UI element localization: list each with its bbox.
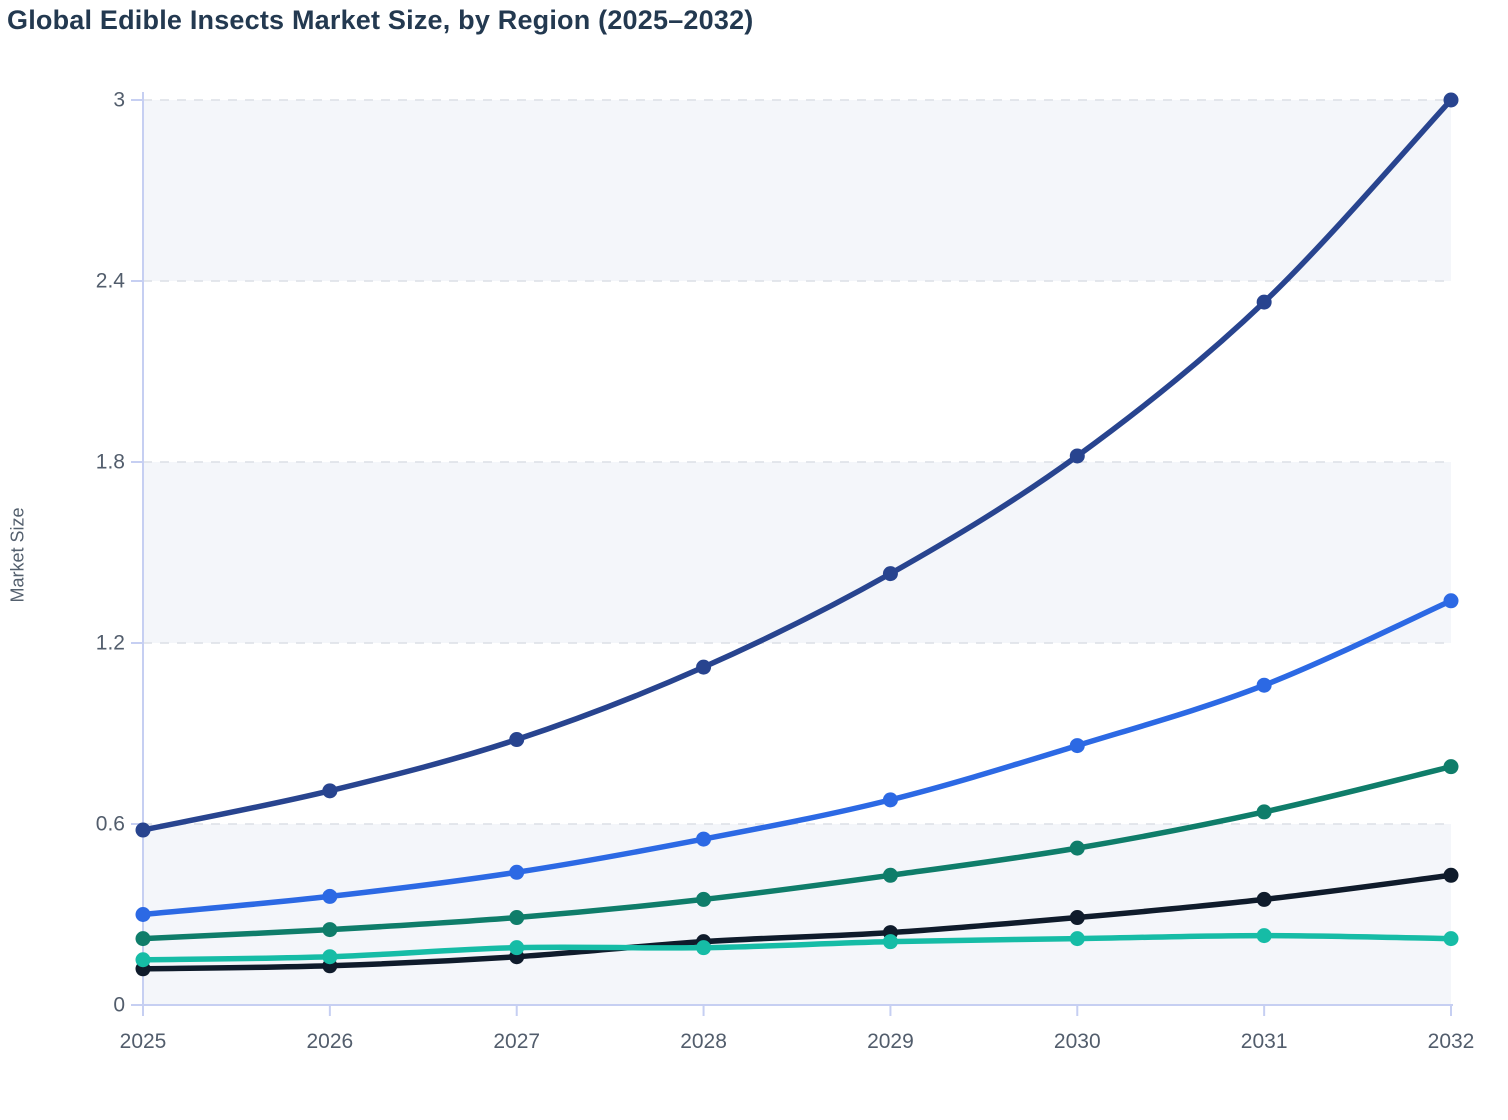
- data-point-turquoise-2031: [1256, 928, 1272, 944]
- data-point-teal-dark-2030: [1069, 840, 1085, 856]
- data-point-blue-2028: [696, 831, 712, 847]
- data-point-teal-dark-2028: [696, 891, 712, 907]
- x-tick-label: 2029: [867, 1030, 914, 1053]
- series-line-blue: [140, 598, 1454, 918]
- data-point-blue-2027: [509, 864, 525, 880]
- data-point-teal-dark-2025: [135, 931, 151, 947]
- series-line-teal-dark: [140, 763, 1454, 942]
- plot-band: [143, 824, 1451, 1005]
- data-point-navy-2025: [135, 822, 151, 838]
- x-tick-label: 2027: [493, 1030, 540, 1053]
- data-point-blue-2032: [1443, 593, 1459, 609]
- data-point-teal-dark-2032: [1443, 759, 1459, 775]
- data-point-navy-2031: [1256, 294, 1272, 310]
- x-tick-label: 2032: [1428, 1030, 1475, 1053]
- x-tick-label: 2028: [680, 1030, 727, 1053]
- data-point-teal-dark-2026: [322, 922, 338, 938]
- data-point-blue-2030: [1069, 738, 1085, 754]
- data-point-black-2031: [1256, 891, 1272, 907]
- data-point-blue-2029: [882, 792, 898, 808]
- data-point-blue-2026: [322, 888, 338, 904]
- data-point-teal-dark-2031: [1256, 804, 1272, 820]
- x-tick-label: 2025: [120, 1030, 167, 1053]
- x-tick-label: 2026: [306, 1030, 353, 1053]
- data-point-turquoise-2029: [882, 934, 898, 950]
- y-tick-label: 0.6: [96, 813, 125, 836]
- x-tick-label: 2030: [1054, 1030, 1101, 1053]
- data-point-navy-2027: [509, 732, 525, 748]
- data-point-turquoise-2026: [322, 949, 338, 965]
- data-point-navy-2030: [1069, 448, 1085, 464]
- y-tick-label: 3: [113, 89, 125, 112]
- y-tick-label: 1.2: [96, 632, 125, 655]
- data-point-turquoise-2030: [1069, 931, 1085, 947]
- data-point-blue-2031: [1256, 677, 1272, 693]
- data-point-navy-2026: [322, 783, 338, 799]
- data-point-turquoise-2027: [509, 940, 525, 956]
- series-line-turquoise: [140, 932, 1454, 963]
- series-line-black: [140, 872, 1454, 972]
- data-point-turquoise-2025: [135, 952, 151, 968]
- plot-band: [143, 100, 1451, 281]
- data-point-black-2032: [1443, 867, 1459, 883]
- y-tick-label: 0: [113, 994, 125, 1017]
- data-point-navy-2032: [1443, 92, 1459, 108]
- data-point-turquoise-2032: [1443, 931, 1459, 947]
- data-point-teal-dark-2029: [882, 867, 898, 883]
- data-point-blue-2025: [135, 907, 151, 922]
- data-point-black-2030: [1069, 910, 1085, 926]
- y-tick-label: 2.4: [96, 270, 126, 293]
- chart-title: Global Edible Insects Market Size, by Re…: [7, 5, 754, 35]
- plot-band: [143, 462, 1451, 643]
- data-point-turquoise-2028: [696, 940, 712, 956]
- data-point-navy-2029: [882, 566, 898, 582]
- y-tick-label: 1.8: [96, 451, 125, 474]
- data-point-teal-dark-2027: [509, 910, 525, 926]
- x-tick-label: 2031: [1241, 1030, 1288, 1053]
- data-point-navy-2028: [696, 659, 712, 675]
